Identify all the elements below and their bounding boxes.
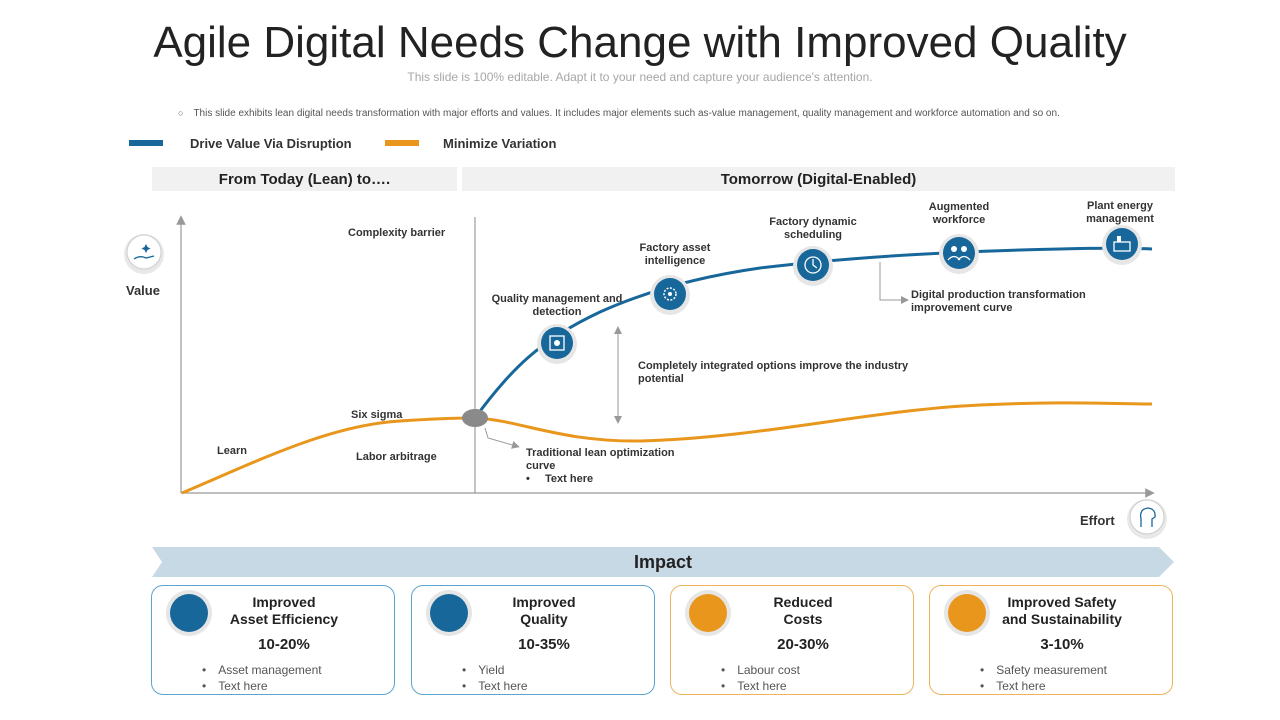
legend-swatch-blue (129, 140, 163, 146)
impact-label: Impact (634, 552, 692, 572)
label-six-sigma: Six sigma (351, 409, 403, 421)
section-today: From Today (Lean) to…. (152, 167, 457, 191)
legend-swatch-orange (385, 140, 419, 146)
clock-gear-icon (793, 246, 833, 286)
milestone-4-label-2: workforce (932, 214, 986, 226)
card-title: Improved Safety and Sustainability (1002, 594, 1122, 627)
impact-card-safety: Improved Safety and Sustainability 3-10% … (929, 585, 1173, 695)
hand-sparkle-icon (124, 234, 164, 274)
plant-energy-icon (1102, 225, 1142, 265)
card-bullet: Text here (462, 678, 527, 694)
card-bullet: Safety measurement (980, 662, 1107, 678)
label-traditional-bullet: Text here (545, 473, 593, 485)
section-tomorrow: Tomorrow (Digital-Enabled) (462, 167, 1175, 191)
card-bullets: Asset management Text here (202, 662, 322, 694)
effort-head-icon (1127, 499, 1167, 539)
target-gear-icon (170, 594, 208, 632)
label-traditional-2: curve (526, 460, 555, 472)
card-title: Improved Quality (512, 594, 576, 627)
safety-hand-icon (948, 594, 986, 632)
card-value: 20-30% (777, 636, 829, 653)
legend-label-minimize-variation: Minimize Variation (443, 136, 557, 151)
slide-note: ○ This slide exhibits lean digital needs … (178, 108, 1060, 119)
label-digital-1: Digital production transformation (911, 289, 1086, 301)
note-bullet-icon: ○ (178, 108, 184, 118)
milestone-2-label-2: intelligence (645, 255, 706, 267)
label-digital-2: improvement curve (911, 302, 1012, 314)
x-axis-label: Effort (1080, 513, 1115, 528)
label-traditional-bullet-dot: • (526, 473, 530, 485)
card-bullet: Asset management (202, 662, 321, 678)
card-bullets: Labour cost Text here (721, 662, 800, 694)
milestone-3-label-2: scheduling (784, 229, 842, 241)
card-title: Reduced Costs (773, 594, 833, 627)
card-bullets: Safety measurement Text here (980, 662, 1107, 694)
legend-label-drive-value: Drive Value Via Disruption (190, 136, 352, 151)
card-bullet: Yield (462, 662, 528, 678)
card-bullet: Text here (721, 678, 800, 694)
junction-point (462, 409, 488, 427)
workers-icon (939, 234, 979, 274)
note-text: This slide exhibits lean digital needs t… (193, 108, 1060, 119)
milestone-1-label-2: detection (533, 306, 582, 318)
card-bullet: Labour cost (721, 662, 800, 678)
factory-gear-icon (650, 275, 690, 315)
card-value: 3-10% (1040, 636, 1084, 653)
label-integrated-2: potential (638, 373, 684, 385)
card-value: 10-20% (258, 636, 310, 653)
digital-pointer (879, 262, 909, 304)
card-bullet: Text here (202, 678, 322, 694)
quality-chart-icon (430, 594, 468, 632)
quality-scan-icon (537, 324, 577, 364)
label-integrated-1: Completely integrated options improve th… (638, 360, 909, 372)
label-learn: Learn (217, 445, 247, 457)
card-value: 10-35% (518, 636, 570, 653)
label-traditional-1: Traditional lean optimization (526, 447, 675, 459)
slide-title: Agile Digital Needs Change with Improved… (153, 18, 1127, 67)
milestone-1-label-1: Quality management and (492, 293, 623, 305)
label-complexity-barrier: Complexity barrier (348, 227, 446, 239)
impact-band: Impact (152, 547, 1174, 577)
label-labor-arbitrage: Labor arbitrage (356, 451, 437, 463)
milestone-4-label-1: Augmented (929, 201, 990, 213)
coins-icon (689, 594, 727, 632)
minimize-variation-curve (181, 401, 1153, 495)
slide-subtitle: This slide is 100% editable. Adapt it to… (407, 70, 873, 84)
card-title: Improved Asset Efficiency (229, 594, 339, 627)
milestone-3-label-1: Factory dynamic (769, 216, 856, 228)
traditional-pointer (484, 427, 520, 449)
milestone-5-label-1: Plant energy (1087, 200, 1154, 212)
card-bullets: Yield Text here (462, 662, 528, 694)
y-axis-label: Value (126, 283, 160, 298)
card-bullet: Text here (980, 678, 1107, 694)
milestone-2-label-1: Factory asset (640, 242, 711, 254)
milestone-5-label-2: management (1086, 213, 1154, 225)
